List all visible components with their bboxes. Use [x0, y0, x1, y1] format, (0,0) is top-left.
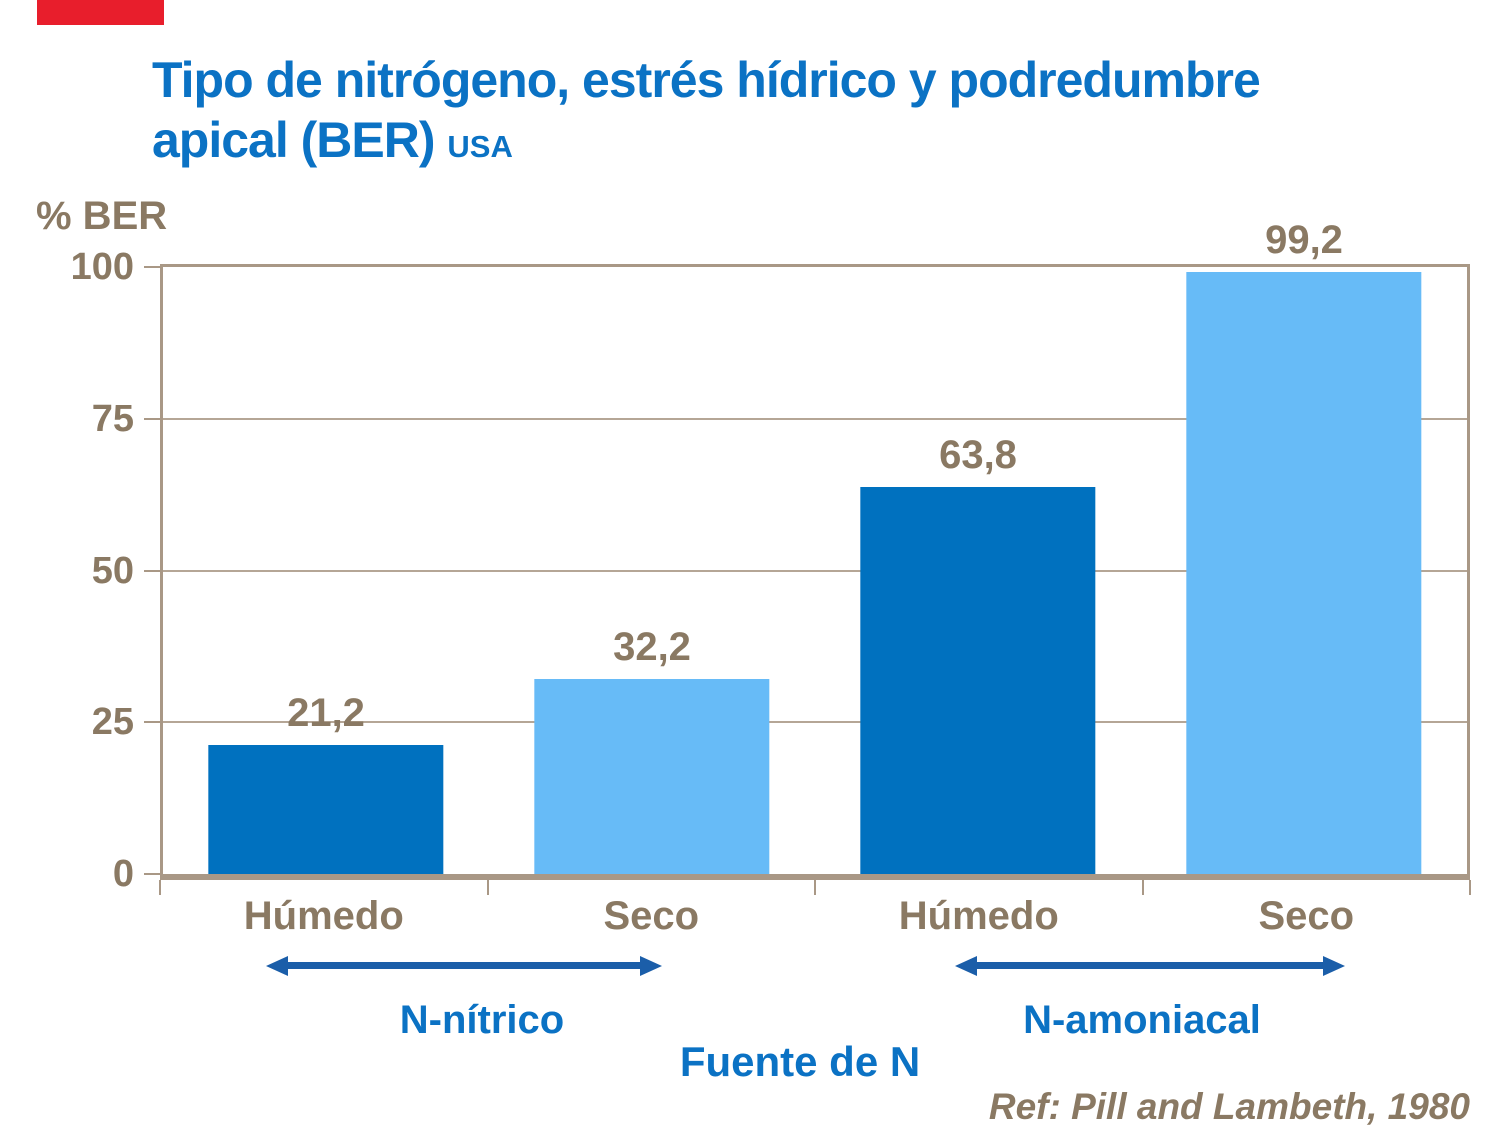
- arrow-right-head-icon: [640, 955, 662, 976]
- y-tick-mark: [144, 417, 160, 420]
- x-tick-mark: [486, 880, 489, 895]
- y-axis-tick-marks: [144, 266, 160, 875]
- double-arrow-icon: [266, 955, 662, 976]
- y-tick-mark: [144, 721, 160, 724]
- arrow-left-head-icon: [266, 955, 288, 976]
- y-tick-label: 25: [91, 701, 134, 744]
- bar: [1186, 271, 1422, 874]
- x-axis-title: Fuente de N: [679, 1038, 921, 1085]
- y-tick-label: 50: [91, 549, 134, 592]
- bar: [208, 745, 444, 874]
- x-tick-mark: [159, 880, 161, 895]
- arrow-right-head-icon: [1323, 955, 1345, 976]
- page-title-suffix: USA: [447, 129, 513, 164]
- y-tick-label: 75: [91, 397, 134, 440]
- y-tick-mark: [144, 569, 160, 572]
- plot-inner: 21,2 32,2 63,8 99,2: [163, 220, 1467, 874]
- red-banner-decoration: [37, 0, 164, 25]
- x-axis-tick-marks: [159, 880, 1471, 895]
- double-arrow-icon: [955, 955, 1345, 976]
- page-title-line2: apical (BER): [152, 112, 436, 168]
- group-label-n-nitrico: N-nítrico: [399, 998, 565, 1042]
- reference-citation: Ref: Pill and Lambeth, 1980: [988, 1086, 1470, 1125]
- gridline: [163, 569, 1467, 572]
- bar: [860, 486, 1096, 874]
- x-tick-mark: [1141, 880, 1144, 895]
- x-category-label: Seco: [603, 894, 700, 938]
- gridline: [163, 417, 1467, 420]
- y-tick-mark: [144, 873, 160, 875]
- bar-value-label: 21,2: [287, 691, 365, 736]
- bar: [534, 678, 770, 874]
- gridline: [163, 721, 1467, 724]
- arrow-left-head-icon: [955, 955, 977, 976]
- x-tick-mark: [814, 880, 816, 895]
- x-category-label: Seco: [1258, 894, 1355, 938]
- bar-value-label: 99,2: [1265, 217, 1343, 262]
- bar-value-label: 63,8: [939, 432, 1017, 477]
- y-axis-tick-labels: 0 25 50 75 100: [0, 248, 134, 893]
- y-tick-mark: [144, 266, 160, 268]
- group-label-n-amoniacal: N-amoniacal: [1023, 998, 1261, 1042]
- x-tick-mark: [1469, 880, 1471, 895]
- page-title-line1: Tipo de nitrógeno, estrés hídrico y podr…: [152, 52, 1261, 108]
- x-category-labels: Húmedo Seco Húmedo Seco: [160, 896, 1470, 942]
- x-category-label: Húmedo: [898, 894, 1059, 938]
- y-tick-label: 0: [112, 853, 134, 895]
- y-tick-label: 100: [70, 246, 134, 288]
- plot-area: 21,2 32,2 63,8 99,2: [160, 220, 1470, 880]
- y-axis-title: % BER: [36, 194, 168, 238]
- bar-value-label: 32,2: [613, 624, 691, 669]
- x-category-label: Húmedo: [243, 894, 404, 938]
- page-title: Tipo de nitrógeno, estrés hídrico y podr…: [152, 50, 1372, 177]
